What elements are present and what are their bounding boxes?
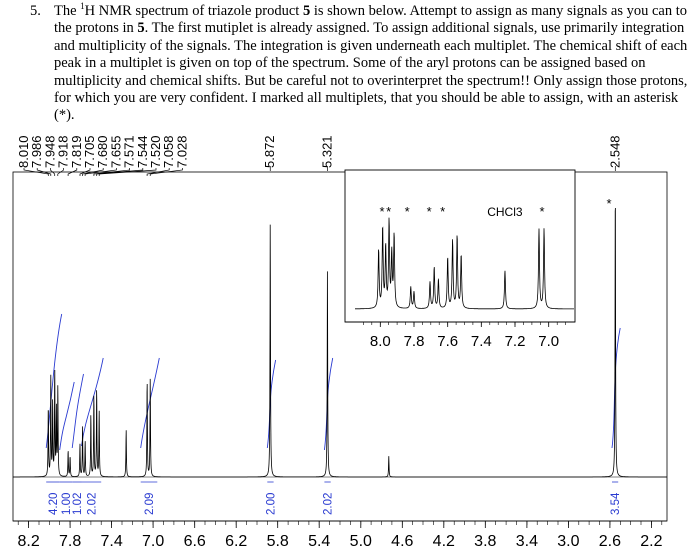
integration-value: 3.54: [610, 492, 622, 515]
peak-shift-label: 7.058: [161, 135, 176, 168]
integration-value: 1.00: [61, 493, 73, 515]
x-tick-label: 4.2: [433, 533, 455, 550]
assignment-asterisk: *: [440, 204, 445, 219]
compound-number: 5: [302, 3, 311, 19]
x-tick-label: 2.6: [599, 533, 621, 550]
peak-shift-label: 7.918: [56, 135, 71, 168]
peak-shift-label: 7.986: [29, 135, 44, 168]
x-tick-label: 7.4: [100, 533, 122, 550]
integration-value: 4.20: [48, 493, 60, 515]
peak-shift-label: 7.655: [108, 135, 123, 168]
peak-shift-label: 5.872: [262, 135, 277, 168]
integral-curve: [59, 381, 75, 451]
inset-spectrum-trace: [355, 217, 574, 310]
x-tick-label: 2.2: [640, 533, 662, 550]
peak-shift-label: 7.819: [69, 135, 84, 168]
peak-shift-label: 7.544: [135, 135, 150, 168]
integral-curve: [81, 357, 104, 447]
inset-tick-label: 7.4: [471, 333, 492, 350]
x-tick-label: 8.2: [17, 533, 39, 550]
question-text-run: H NMR spectrum of triazole product: [84, 3, 303, 19]
question-number: 5.: [30, 3, 41, 19]
peak-shift-label: 7.028: [174, 135, 189, 168]
assignment-asterisk: *: [405, 204, 410, 219]
x-tick-label: 3.4: [516, 533, 538, 550]
peak-shift-label: 7.705: [82, 135, 97, 168]
assignment-asterisk: *: [386, 204, 391, 219]
x-tick-label: 6.2: [225, 533, 247, 550]
question-text: 5. The 1H NMR spectrum of triazole produ…: [0, 0, 700, 130]
x-tick-label: 7.0: [142, 533, 164, 550]
integral-curves: [45, 313, 621, 451]
inset-tick-label: 7.0: [538, 333, 559, 350]
integration-value: 2.09: [144, 493, 156, 515]
assignment-asterisk: *: [539, 204, 544, 219]
inset-tick-label: 7.2: [505, 333, 526, 350]
peak-shift-label: 2.548: [607, 135, 622, 168]
integral-curve: [45, 313, 63, 449]
x-tick-label: 7.8: [59, 533, 81, 550]
question-body: The 1H NMR spectrum of triazole product …: [54, 1, 688, 125]
peak-label-group: 8.0107.9867.9487.9187.8197.7057.6807.655…: [16, 135, 622, 168]
peak-shift-label: 7.948: [42, 135, 57, 168]
assignment-asterisk: *: [427, 204, 432, 219]
aromatic-region-inset: 8.0 7.8 7.6 7.4 7.2 7.0* * * * * CHCl3 **: [344, 169, 612, 350]
x-tick-label: 3.8: [474, 533, 496, 550]
inset-tick-label: 8.0: [370, 333, 391, 350]
x-tick-label: 3.0: [557, 533, 579, 550]
peak-shift-label: 7.680: [95, 135, 110, 168]
x-axis: 8.2 7.8 7.4 7.0 6.6 6.2 5.8 5.4 5.0 4.6 4.2 3.8 3.4 3…: [13, 520, 667, 550]
superscript-text: 1: [80, 1, 85, 12]
x-tick-label: 4.6: [391, 533, 413, 550]
question-text-run: is shown below. Attempt to assign as man…: [54, 3, 688, 37]
x-tick-label: 5.4: [308, 533, 330, 550]
integration-value: 2.00: [265, 493, 277, 515]
nmr-spectrum-chart: 8.0107.9867.9487.9187.8197.7057.6807.655…: [12, 135, 668, 550]
integral-curve: [266, 359, 277, 449]
integration-value: 2.02: [86, 493, 98, 515]
inset-tick-label: 7.6: [437, 333, 458, 350]
x-tick-label: 5.8: [267, 533, 289, 550]
integral-curve: [140, 357, 160, 449]
integration-value: 2.02: [323, 493, 335, 515]
integration-labels: 4.20 1.001.02 2.02 2.09 2.00 2.02 3.54: [46, 481, 622, 515]
solvent-label: CHCl3: [487, 205, 523, 219]
compound-number: 5: [137, 20, 145, 37]
assignment-asterisk: *: [379, 204, 384, 219]
peak-shift-label: 7.520: [148, 135, 163, 168]
inset-tick-label: 7.8: [404, 333, 425, 350]
x-tick-label: 5.0: [350, 533, 372, 550]
x-tick-label: 6.6: [184, 533, 206, 550]
question-text-run: . The first mutiplet is already assigned…: [54, 20, 688, 124]
peak-shift-label: 5.321: [319, 135, 334, 168]
integration-value: 1.02: [72, 493, 84, 515]
peak-shift-label: 7.571: [122, 135, 137, 168]
assignment-asterisk: *: [606, 196, 611, 211]
peak-shift-label: 8.010: [16, 135, 31, 168]
integral-curve: [71, 373, 84, 449]
question-text-run: The: [54, 3, 81, 19]
spectrum-trace: [13, 207, 667, 478]
integral-curve: [323, 357, 334, 451]
